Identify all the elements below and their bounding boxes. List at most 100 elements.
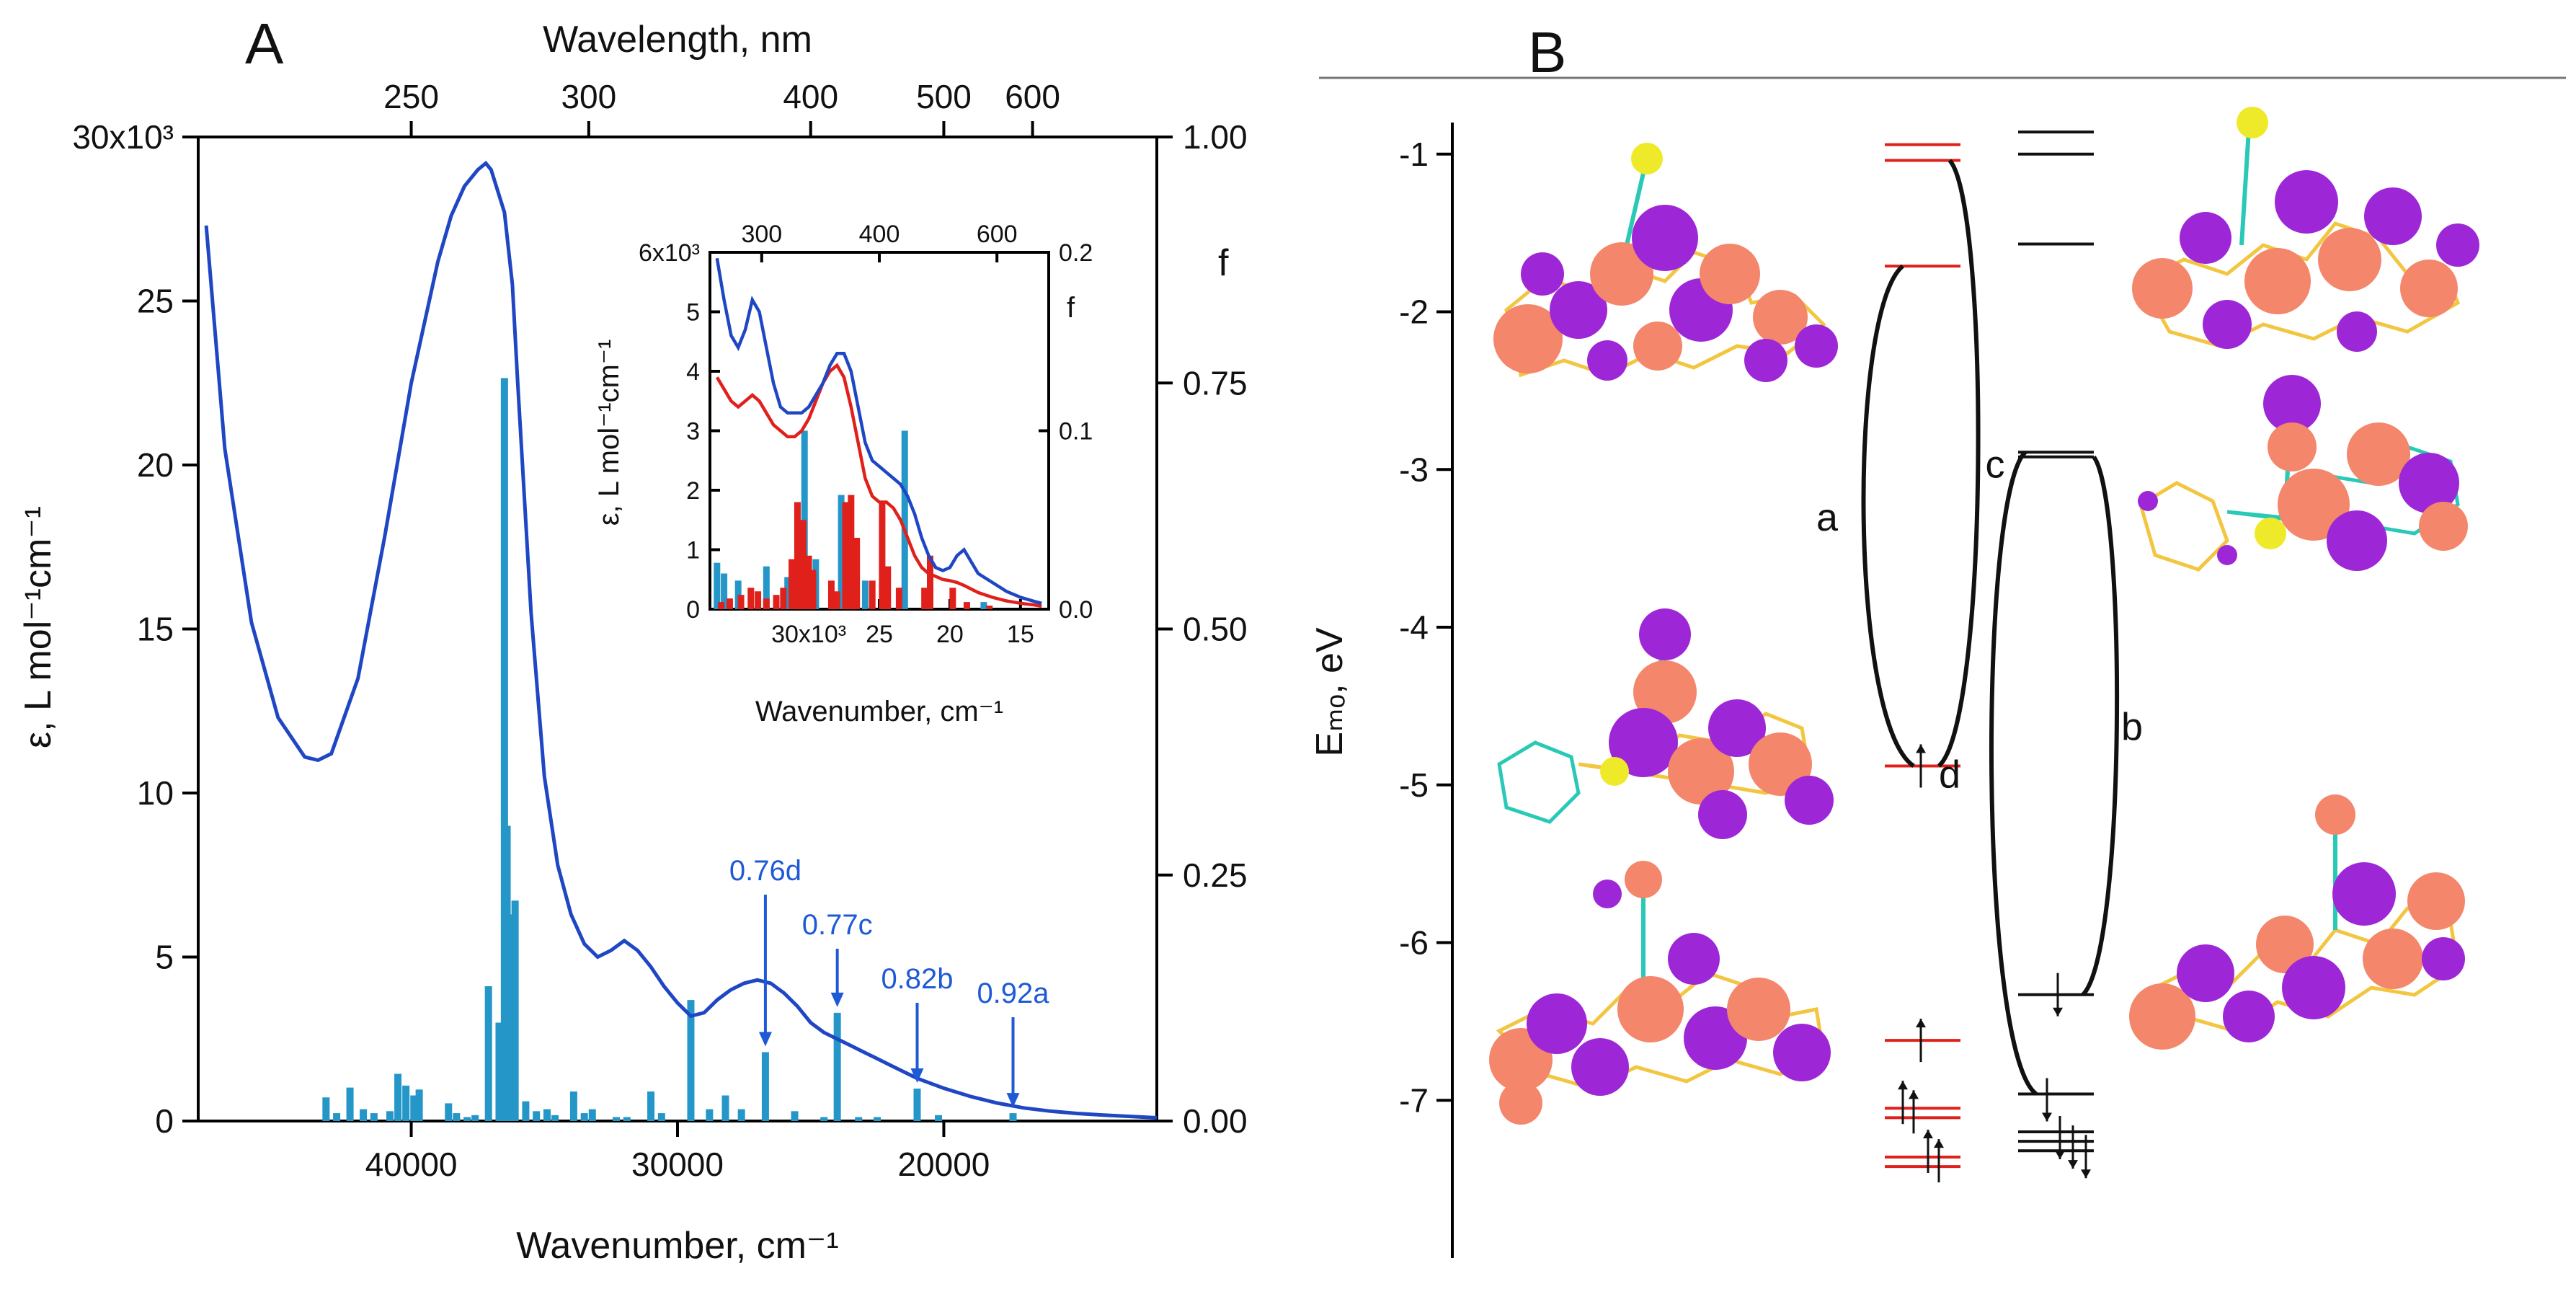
inset-y-axis-title: ε, L mol⁻¹cm⁻¹: [593, 340, 625, 526]
inset-x-tick-label: 15: [1007, 621, 1034, 648]
inset-stick: [714, 562, 721, 609]
energy-tick-label: -3: [1399, 451, 1429, 488]
x2-tick-label: 500: [916, 78, 972, 115]
x-tick-label: 40000: [365, 1146, 458, 1183]
x2-tick-label: 250: [383, 78, 439, 115]
oscillator-stick: [333, 1113, 341, 1121]
spin-arrowhead: [1898, 1081, 1908, 1090]
oscillator-stick: [706, 1109, 714, 1121]
y-tick-label: 15: [137, 611, 174, 648]
transition-label: a: [1816, 496, 1839, 539]
inset-y-tick-label: 2: [686, 477, 700, 505]
oscillator-stick: [522, 1101, 530, 1121]
inset-x-tick-label: 30x10³: [771, 621, 846, 648]
inset-y-tick-label: 4: [686, 358, 700, 386]
inset-stick: [755, 591, 762, 609]
x-tick-label: 20000: [897, 1146, 990, 1183]
y2-tick-label: 0.00: [1183, 1102, 1248, 1140]
inset-red-curve: [715, 363, 1042, 608]
oscillator-stick: [580, 1113, 588, 1121]
annotation-label: 0.76d: [729, 855, 801, 887]
inset-y-tick-label: 5: [686, 299, 700, 327]
oscillator-stick: [410, 1095, 418, 1121]
inset-stick: [721, 573, 728, 609]
oscillator-stick: [913, 1088, 921, 1121]
oscillator-stick: [623, 1117, 631, 1121]
main-x2-axis-title: Wavelength, nm: [543, 19, 812, 61]
spin-arrowhead: [2068, 1160, 2078, 1169]
inset-blue-curve: [715, 257, 1042, 605]
spin-arrowhead: [1916, 1019, 1926, 1028]
oscillator-stick: [737, 1109, 745, 1121]
inset-stick: [789, 559, 796, 609]
inset-stick: [869, 580, 876, 609]
energy-ticks: -1 -2 -3 -4 -5 -6 -7: [1399, 136, 1452, 1119]
oscillator-stick: [687, 1000, 695, 1121]
main-x2-ticks: 250 300 400 500 600: [383, 78, 1060, 137]
x2-tick-label: 300: [561, 78, 616, 115]
spin-arrowhead: [2055, 1151, 2065, 1159]
inset-stick: [718, 602, 725, 609]
annotation-arrowhead: [910, 1068, 924, 1083]
main-y-ticks: 0 5 10 15 20 25 30x10³: [72, 118, 198, 1140]
oscillator-stick: [657, 1113, 665, 1121]
inset-x2-tick-label: 300: [741, 221, 782, 248]
energy-tick-label: -6: [1399, 924, 1429, 962]
spin-arrowhead: [1934, 1139, 1944, 1148]
inset-stick: [763, 566, 770, 609]
orbital-image-top-right: [2132, 107, 2479, 352]
inset-y-tick-label: 0: [686, 596, 700, 624]
oscillator-stick: [543, 1109, 551, 1121]
inset-stick: [921, 588, 928, 609]
y-tick-label: 5: [155, 939, 174, 976]
inset-x-axis-title: Wavenumber, cm⁻¹: [755, 696, 1003, 727]
oscillator-stick: [506, 914, 514, 1121]
oscillator-stick: [820, 1117, 828, 1121]
y-tick-label: 10: [137, 774, 174, 812]
inset-stick: [827, 580, 835, 609]
inset-stick: [895, 588, 902, 609]
inset-stick: [842, 502, 849, 609]
main-y2-ticks: 0.00 0.25 0.50 0.75 1.00: [1157, 118, 1248, 1140]
oscillator-stick: [346, 1087, 354, 1121]
oscillator-stick: [647, 1091, 655, 1121]
inset-stick: [737, 595, 745, 609]
inset-stick: [780, 588, 787, 609]
spin-arrowhead: [1923, 1130, 1933, 1138]
oscillator-stick: [791, 1111, 799, 1121]
energy-levels: [1885, 130, 2094, 1183]
transition-arrow: [1937, 159, 1981, 768]
oscillator-stick: [569, 1091, 577, 1121]
inset-x-tick-label: 20: [936, 621, 964, 648]
annotation-label: 0.92a: [977, 978, 1049, 1009]
energy-axis-title: Eₘₒ, eV: [1309, 627, 1351, 757]
y-tick-label: 30x10³: [72, 118, 174, 156]
inset-x-tick-label: 25: [866, 621, 893, 648]
spin-arrowhead: [2042, 1112, 2052, 1122]
inset-stick: [747, 588, 755, 609]
inset-stick: [794, 502, 801, 609]
oscillator-stick: [855, 1117, 863, 1121]
inset-stick: [949, 588, 956, 609]
y2-tick-label: 0.50: [1183, 611, 1248, 648]
energy-tick-label: -2: [1399, 293, 1429, 331]
main-absorption-curve: [204, 160, 1158, 1120]
inset-stick: [963, 602, 970, 609]
inset-y-tick-label: 1: [686, 537, 700, 564]
inset-y2-axis-title: f: [1067, 292, 1075, 324]
inset-stick: [773, 595, 780, 609]
transition-arrow: [1989, 450, 2038, 1096]
inset-stick: [799, 520, 807, 609]
inset-y2-tick-label: 0.1: [1059, 418, 1093, 446]
orbital-image-bottom-left: [1489, 861, 1831, 1125]
oscillator-stick: [415, 1089, 423, 1121]
inset-stick: [809, 570, 817, 609]
inset-stick: [884, 566, 892, 609]
inset-y2-tick-label: 0.2: [1059, 239, 1093, 267]
oscillator-stick: [613, 1117, 621, 1121]
inset-stick: [986, 606, 993, 609]
oscillator-stick: [935, 1115, 943, 1121]
oscillator-stick: [511, 900, 519, 1121]
